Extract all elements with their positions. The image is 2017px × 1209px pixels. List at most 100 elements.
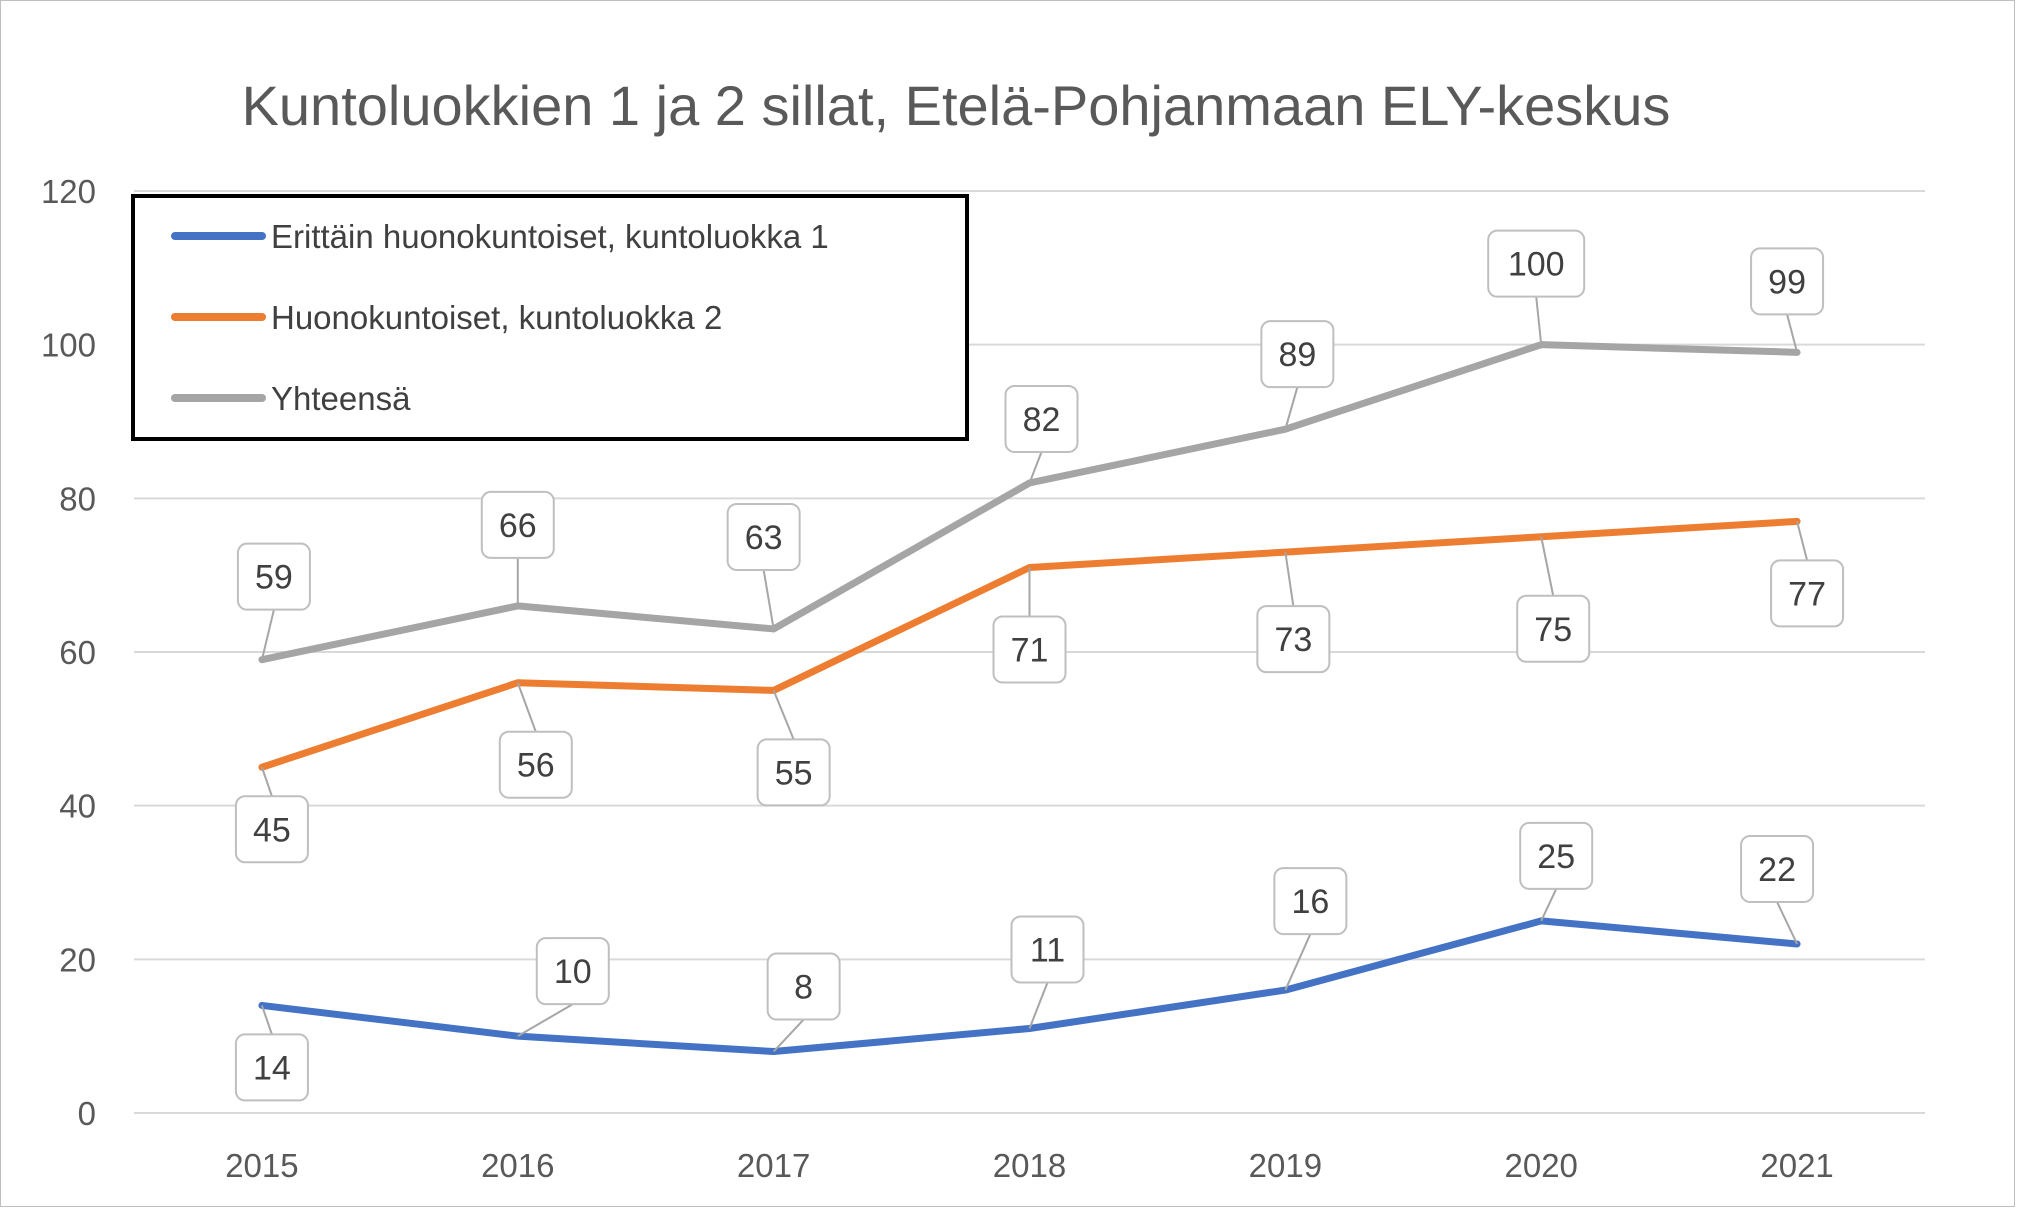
data-label-text: 22 — [1758, 851, 1796, 889]
data-label: 10 — [517, 937, 610, 1038]
data-label: 22 — [1740, 834, 1815, 945]
data-label: 8 — [766, 952, 841, 1053]
data-label-text: 59 — [255, 559, 293, 597]
leader-line — [1028, 982, 1049, 1029]
data-label-text: 55 — [775, 754, 813, 792]
leader-line — [1284, 933, 1312, 991]
label-box — [1487, 229, 1586, 298]
data-label-text: 56 — [517, 747, 555, 785]
leader-line — [772, 690, 795, 740]
data-label: 89 — [1260, 320, 1335, 430]
leader-line — [1540, 536, 1555, 596]
x-tick-label: 2015 — [225, 1147, 298, 1184]
y-tick-label: 20 — [59, 941, 96, 978]
y-tick-label: 80 — [59, 480, 96, 517]
label-box — [756, 738, 831, 807]
label-box — [1516, 594, 1591, 663]
label-box — [1770, 559, 1845, 628]
data-label: 59 — [236, 542, 311, 660]
data-label: 71 — [992, 567, 1067, 684]
data-label-text: 77 — [1788, 575, 1826, 613]
data-label-text: 66 — [499, 507, 537, 545]
y-tick-label: 0 — [78, 1095, 96, 1132]
data-label: 73 — [1256, 551, 1331, 674]
leader-line — [772, 1018, 805, 1053]
data-label: 11 — [1010, 915, 1085, 1029]
axes: 0 20 40 60 80 100 120 2015 2016 2017 2018 2019 2020 2… — [41, 173, 1834, 1184]
legend-label: Erittäin huonokuntoiset, kuntoluokka 1 — [271, 218, 829, 255]
data-label-text: 100 — [1508, 246, 1565, 284]
label-box — [498, 730, 573, 799]
data-label-text: 99 — [1768, 263, 1806, 301]
data-label-text: 25 — [1537, 838, 1575, 876]
leader-line — [516, 682, 537, 733]
data-label: 77 — [1770, 521, 1845, 628]
label-box — [1750, 247, 1825, 316]
label-box — [480, 490, 555, 559]
leader-line — [1776, 901, 1798, 945]
x-tick-label: 2020 — [1505, 1147, 1578, 1184]
data-label: 100 — [1487, 229, 1586, 345]
label-box — [234, 1033, 309, 1102]
label-box — [1273, 867, 1348, 936]
leader-line — [1786, 314, 1799, 353]
data-label-text: 75 — [1534, 611, 1572, 649]
legend-label: Yhteensä — [271, 380, 411, 417]
leader-line — [1796, 521, 1809, 561]
data-label-text: 8 — [794, 969, 813, 1007]
data-label-text: 16 — [1291, 883, 1329, 921]
x-tick-label: 2017 — [737, 1147, 810, 1184]
data-label-text: 63 — [745, 519, 783, 557]
data-label-text: 82 — [1023, 401, 1061, 439]
data-label-text: 10 — [554, 953, 592, 991]
legend: Erittäin huonokuntoiset, kuntoluokka 1 Hu… — [131, 194, 969, 441]
y-tick-label: 40 — [59, 788, 96, 825]
y-tick-label: 100 — [41, 327, 96, 364]
data-label: 25 — [1519, 821, 1594, 922]
data-label: 99 — [1750, 247, 1825, 353]
y-tick-label: 120 — [41, 173, 96, 210]
chart-title: Kuntoluokkien 1 ja 2 sillat, Etelä-Pohja… — [242, 74, 1671, 137]
label-box — [992, 615, 1067, 684]
label-box — [1010, 915, 1085, 984]
data-label: 82 — [1004, 384, 1079, 484]
leader-line — [1535, 296, 1543, 345]
label-box — [1004, 384, 1079, 453]
data-label-text: 45 — [253, 811, 291, 849]
label-box — [766, 952, 841, 1021]
x-tick-label: 2019 — [1249, 1147, 1322, 1184]
data-label-text: 14 — [253, 1049, 291, 1087]
x-tick-label: 2016 — [481, 1147, 554, 1184]
leader-line — [260, 1005, 273, 1035]
label-box — [236, 542, 311, 611]
legend-label: Huonokuntoiset, kuntoluokka 2 — [271, 299, 722, 336]
legend-box — [131, 194, 969, 441]
data-label: 45 — [234, 766, 309, 864]
data-label-text: 89 — [1278, 336, 1316, 374]
data-label-text: 73 — [1274, 621, 1312, 659]
data-label: 75 — [1516, 536, 1591, 663]
data-label-text: 71 — [1011, 631, 1049, 669]
data-label-text: 11 — [1030, 931, 1065, 969]
label-box — [726, 502, 801, 571]
data-label: 16 — [1273, 867, 1348, 991]
data-label: 55 — [756, 690, 831, 807]
leader-line — [1284, 551, 1295, 607]
leader-line — [517, 1003, 574, 1038]
x-tick-label: 2021 — [1760, 1147, 1833, 1184]
label-box — [1260, 320, 1335, 389]
y-tick-label: 60 — [59, 634, 96, 671]
leader-line — [762, 569, 775, 630]
data-labels: 14 10 8 11 16 25 22 45 56 55 71 73 75 77 59 66 63 82 89 100… — [234, 229, 1845, 1102]
label-box — [1256, 605, 1331, 674]
data-label: 56 — [498, 682, 573, 799]
label-box — [1519, 821, 1594, 890]
leader-line — [260, 766, 273, 797]
x-tick-label: 2018 — [993, 1147, 1066, 1184]
data-label: 63 — [726, 502, 801, 630]
leader-line — [1540, 888, 1558, 922]
leader-line — [260, 609, 275, 660]
data-label: 66 — [480, 490, 555, 606]
